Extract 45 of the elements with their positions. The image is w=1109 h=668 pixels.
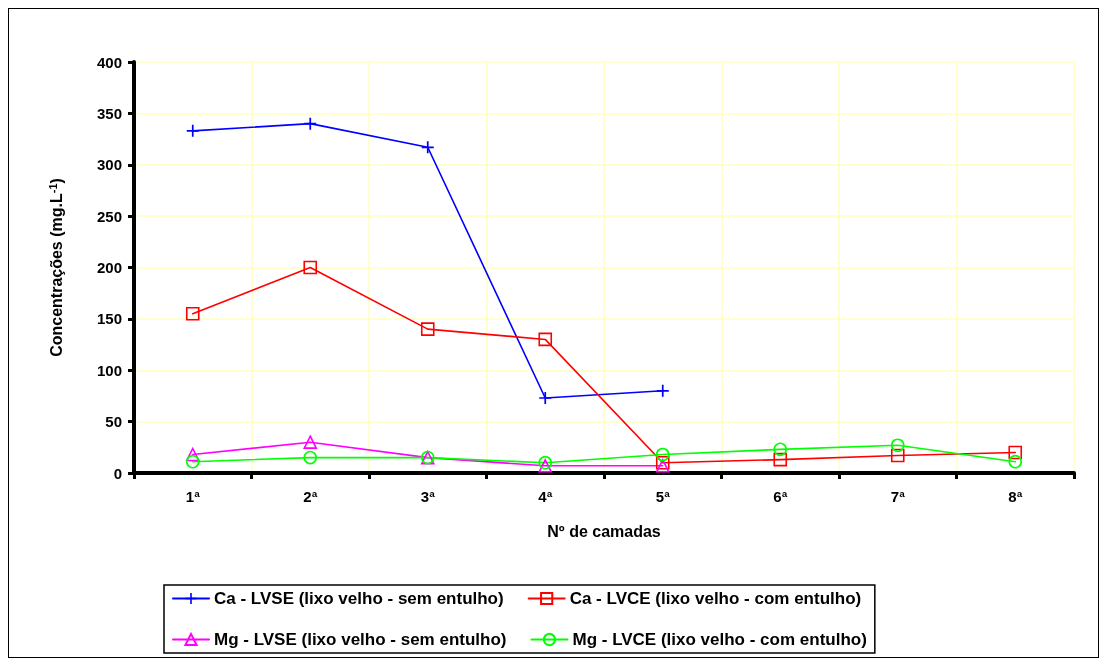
point	[890, 448, 905, 463]
x-tick-label: 5ª	[655, 488, 671, 505]
legend-label: Ca - LVCE (lixo velho - com entulho)	[569, 589, 862, 608]
y-tick-label: 300	[96, 156, 122, 174]
point	[186, 124, 199, 137]
point	[303, 260, 318, 275]
x-tick-label: 4ª	[538, 488, 553, 505]
point	[773, 452, 788, 467]
x-tick-label: 2ª	[303, 488, 318, 505]
x-tick-label: 8ª	[1008, 488, 1023, 505]
y-tick-label: 150	[96, 310, 122, 328]
point	[303, 435, 318, 449]
point	[539, 391, 552, 404]
x-tick-label: 7ª	[890, 488, 906, 505]
x-axis-title: Nº de camadas	[547, 522, 661, 540]
point	[890, 438, 905, 453]
legend-label: Mg - LVCE (lixo velho - com entulho)	[572, 630, 867, 649]
point	[773, 442, 788, 457]
point	[185, 306, 200, 321]
point	[420, 322, 435, 336]
y-tick-label: 50	[105, 413, 122, 431]
y-tick-label: 200	[96, 259, 122, 276]
y-tick-label: 0	[113, 464, 122, 482]
point	[421, 141, 434, 154]
point	[1008, 454, 1023, 469]
y-axis-title: Concentrações (mg.L-1)	[46, 178, 65, 357]
point	[185, 447, 200, 462]
point	[538, 459, 553, 473]
point	[656, 384, 669, 397]
point	[185, 454, 200, 469]
point	[303, 450, 318, 465]
point	[538, 332, 553, 347]
point	[655, 459, 670, 473]
y-tick-label: 250	[96, 207, 122, 225]
y-tick-label: 350	[96, 104, 122, 122]
legend-label: Mg - LVSE (lixo velho - sem entulho)	[214, 630, 507, 649]
y-tick-label: 400	[96, 53, 122, 71]
y-tick-label: 100	[96, 361, 122, 379]
x-tick-label: 3ª	[420, 488, 436, 505]
legend-label: Ca - LVSE (lixo velho - sem entulho)	[214, 589, 504, 608]
x-tick-label: 6ª	[773, 488, 788, 505]
point	[304, 117, 317, 130]
point	[1008, 445, 1023, 460]
x-tick-label: 1ª	[185, 488, 201, 505]
point	[655, 447, 670, 462]
